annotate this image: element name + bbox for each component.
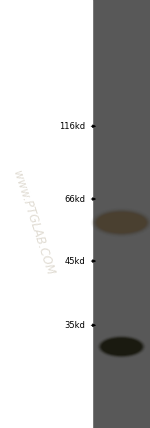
Text: 116kd: 116kd <box>59 122 86 131</box>
Ellipse shape <box>102 339 141 355</box>
Ellipse shape <box>95 211 148 234</box>
Ellipse shape <box>99 336 144 357</box>
Ellipse shape <box>94 210 149 235</box>
Ellipse shape <box>99 336 144 357</box>
Text: 45kd: 45kd <box>65 256 85 266</box>
Ellipse shape <box>94 210 149 235</box>
Ellipse shape <box>98 336 145 358</box>
Ellipse shape <box>100 337 143 357</box>
Text: 66kd: 66kd <box>64 194 86 204</box>
Ellipse shape <box>100 337 143 356</box>
Bar <box>93 0 150 428</box>
Ellipse shape <box>95 211 148 234</box>
Ellipse shape <box>93 209 150 236</box>
Ellipse shape <box>96 212 147 233</box>
Ellipse shape <box>98 213 145 232</box>
Ellipse shape <box>101 338 142 355</box>
Ellipse shape <box>99 214 144 231</box>
Ellipse shape <box>92 209 150 236</box>
Ellipse shape <box>97 212 146 233</box>
Ellipse shape <box>102 339 141 355</box>
Ellipse shape <box>103 339 140 354</box>
Ellipse shape <box>103 339 140 354</box>
Ellipse shape <box>103 340 140 354</box>
Ellipse shape <box>98 214 145 232</box>
Text: www.PTGLAB.COM: www.PTGLAB.COM <box>10 169 56 276</box>
Text: 35kd: 35kd <box>65 321 86 330</box>
Ellipse shape <box>101 338 142 356</box>
Ellipse shape <box>98 336 145 357</box>
Ellipse shape <box>97 213 146 232</box>
